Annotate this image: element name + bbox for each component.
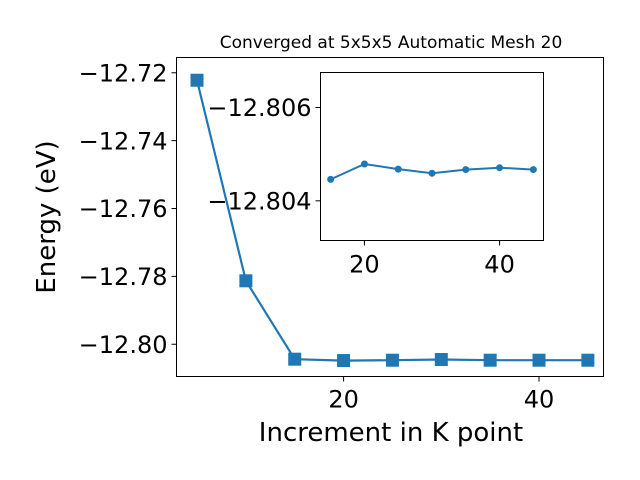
inset-data-point	[496, 164, 504, 172]
main-data-point	[385, 353, 399, 367]
main-axes: Converged at 5x5x5 Automatic Mesh 20 20 4…	[32, 33, 604, 448]
inset-x-tick-label: 20	[349, 251, 380, 279]
inset-background	[320, 72, 544, 241]
inset-plot-frame	[320, 72, 544, 241]
inset-data-point	[462, 166, 470, 174]
inset-x-tick-label: 40	[484, 251, 515, 279]
inset-y-tick-label: −12.804	[207, 187, 311, 215]
main-data-point	[190, 73, 204, 87]
inset-data-point	[529, 166, 537, 174]
main-data-point	[239, 274, 253, 288]
main-chart-title: Converged at 5x5x5 Automatic Mesh 20	[220, 33, 563, 53]
main-data-point	[434, 353, 448, 367]
inset-series-group	[327, 160, 537, 183]
main-data-point	[483, 353, 497, 367]
main-series-group	[190, 73, 595, 368]
inset-data-point	[327, 175, 335, 183]
main-x-tick-label: 40	[524, 386, 555, 414]
inset-x-ticks: 20 40	[349, 240, 515, 279]
main-y-tick-label: −12.80	[79, 331, 168, 359]
main-y-tick-label: −12.76	[79, 195, 168, 223]
main-data-point	[288, 352, 302, 366]
main-x-tick-label: 20	[328, 386, 359, 414]
main-x-axis-label: Increment in K point	[259, 418, 523, 448]
main-y-ticks: −12.72 −12.74 −12.76 −12.78 −12.80	[79, 59, 177, 359]
main-data-point	[532, 353, 546, 367]
main-plot-frame	[176, 57, 604, 377]
main-y-tick-label: −12.78	[79, 263, 168, 291]
inset-data-point	[394, 165, 402, 173]
main-data-point	[337, 354, 351, 368]
inset-data-point	[360, 160, 368, 168]
main-x-ticks: 20 40	[328, 376, 555, 414]
main-data-point	[581, 353, 595, 367]
inset-axes: 20 40 −12.806−12.804	[207, 72, 544, 279]
main-y-tick-label: −12.74	[79, 127, 168, 155]
main-y-axis-label: Energy (eV)	[32, 140, 62, 293]
main-y-tick-label: −12.72	[79, 59, 168, 87]
inset-y-tick-label: −12.806	[207, 94, 311, 122]
inset-y-ticks: −12.806 −12.804	[207, 94, 321, 215]
inset-data-point	[428, 169, 436, 177]
